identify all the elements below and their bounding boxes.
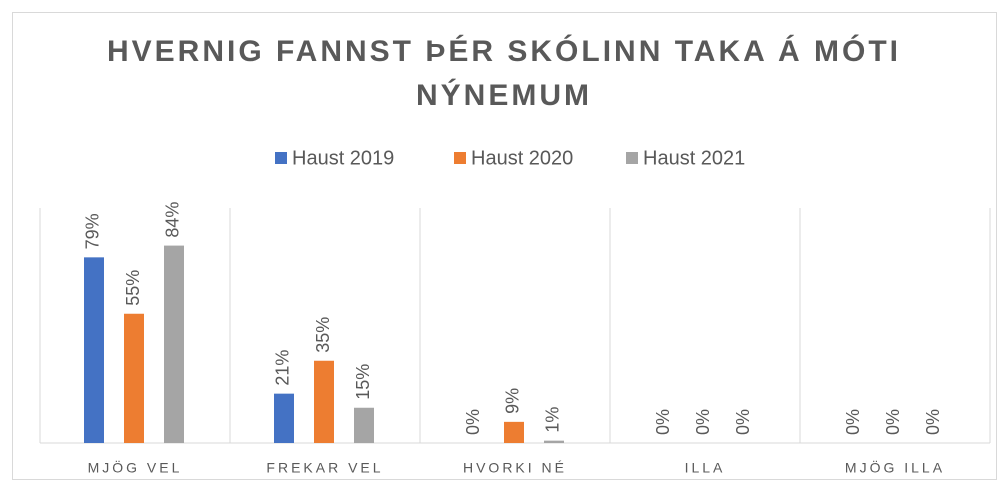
bar <box>354 407 374 443</box>
data-label: 21% <box>273 350 293 386</box>
legend-swatch <box>454 152 466 164</box>
bar <box>84 257 104 443</box>
legend-label: Haust 2020 <box>471 147 573 169</box>
data-label: 0% <box>693 409 713 435</box>
legend-label: Haust 2021 <box>643 147 745 169</box>
x-tick-label: HVORKI NÉ <box>463 460 567 476</box>
x-tick-label: FREKAR VEL <box>266 460 383 476</box>
data-label: 35% <box>313 317 333 353</box>
legend-label: Haust 2019 <box>292 147 394 169</box>
bar <box>504 421 524 443</box>
bar <box>544 440 564 443</box>
x-tick-label: MJÖG ILLA <box>845 459 945 476</box>
data-label: 84% <box>163 202 183 238</box>
bar <box>274 393 294 443</box>
bar <box>314 360 334 443</box>
data-label: 0% <box>463 409 483 435</box>
legend-swatch <box>275 152 287 164</box>
chart-title: HVERNIG FANNST ÞÉR SKÓLINN TAKA Á MÓTI N… <box>106 35 901 112</box>
data-label: 9% <box>503 388 523 414</box>
bar <box>164 245 184 443</box>
data-label: 55% <box>123 270 143 306</box>
data-label: 0% <box>653 409 673 435</box>
data-label: 0% <box>883 409 903 435</box>
bar <box>124 313 144 443</box>
data-label: 79% <box>83 213 103 249</box>
data-label: 0% <box>923 409 943 435</box>
data-label: 0% <box>843 409 863 435</box>
x-tick-label: ILLA <box>685 460 726 476</box>
x-tick-label: MJÖG VEL <box>88 459 183 476</box>
data-label: 0% <box>733 409 753 435</box>
legend-swatch <box>626 152 638 164</box>
data-label: 1% <box>543 407 563 433</box>
data-label: 15% <box>353 364 373 400</box>
